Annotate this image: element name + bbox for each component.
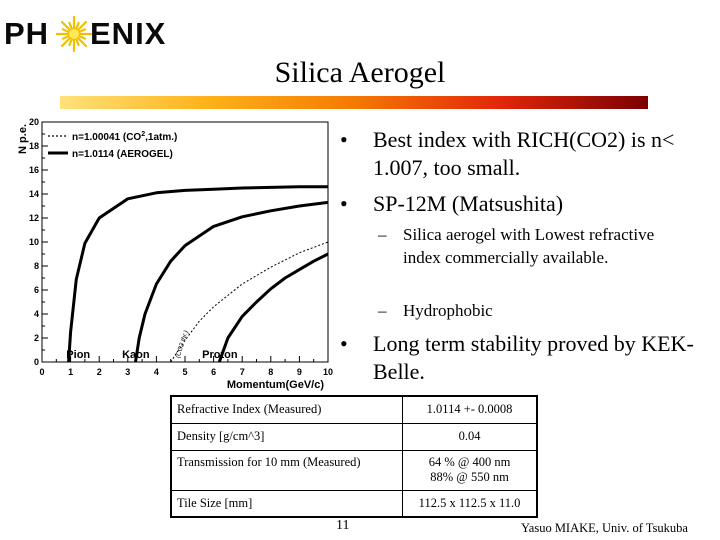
table-label-cell: Tile Size [mm] — [170, 489, 404, 518]
x-tick-label: 6 — [211, 367, 216, 377]
bullet-mark: • — [340, 191, 348, 216]
footer-author: Yasuo MIAKE, Univ. of Tsukuba — [521, 521, 688, 535]
transmission-value-1: 64 % @ 400 nm — [428, 455, 511, 469]
sun-ray — [68, 38, 73, 47]
y-tick-label: 10 — [29, 237, 39, 247]
x-tick-label: 2 — [97, 367, 102, 377]
logo-text-right: ENIX — [90, 16, 167, 51]
sun-ray — [61, 28, 70, 33]
y-tick-label: 0 — [34, 357, 39, 367]
sun-ray — [75, 38, 80, 47]
sun-ray — [60, 37, 71, 48]
sub-bullet-mark: – — [378, 301, 387, 320]
table-label-cell: Refractive Index (Measured) — [170, 395, 404, 424]
transmission-value-2: 88% @ 550 nm — [430, 470, 509, 484]
x-tick-label: 4 — [154, 367, 159, 377]
x-tick-label: 5 — [182, 367, 187, 377]
table-row: Density [g/cm^3] 0.04 — [170, 422, 538, 451]
y-tick-label: 20 — [29, 117, 39, 127]
sub-bullet-mark: – — [378, 225, 387, 244]
table-value-cell: 64 % @ 400 nm 88% @ 550 nm — [402, 449, 538, 491]
legend-label: n=1.0114 (AEROGEL) — [72, 149, 173, 160]
x-tick-label: 10 — [323, 367, 333, 377]
particle-label: Proton — [202, 349, 238, 361]
sun-ray — [75, 21, 80, 30]
y-tick-label: 6 — [34, 285, 39, 295]
sun-ray — [77, 37, 88, 48]
legend-label: n=1.00041 (CO2,1atm.) — [72, 131, 177, 143]
series-line — [170, 241, 329, 363]
bullet-text: Best index with RICH(CO2) is n< 1.007, t… — [373, 127, 675, 180]
aerogel-properties-table: Refractive Index (Measured) 1.0114 +- 0.… — [170, 395, 538, 518]
bullet-mark: • — [340, 331, 348, 356]
x-axis-title: Momentum(GeV/c) — [227, 379, 325, 391]
slide-title: Silica Aerogel — [274, 56, 446, 89]
particle-label: Pion — [66, 349, 90, 361]
logo-text-left: PH — [4, 16, 50, 51]
sub-bullet-text: Hydrophobic — [403, 301, 493, 320]
sun-core — [68, 28, 80, 40]
table-label-cell: Transmission for 10 mm (Measured) — [170, 449, 404, 491]
particle-label: Kaon — [122, 349, 150, 361]
series-line — [67, 185, 328, 363]
table-row: Tile Size [mm] 112.5 x 112.5 x 11.0 — [170, 489, 538, 518]
bullet-text: SP-12M (Matsushita) — [373, 191, 564, 216]
sub-bullet-text: Silica aerogel with Lowest refractive in… — [403, 225, 655, 267]
x-tick-label: 7 — [240, 367, 245, 377]
table-label-cell: Density [g/cm^3] — [170, 422, 404, 451]
x-tick-label: 0 — [39, 367, 44, 377]
npe-vs-momentum-chart: 0 1 2 3 4 5 6 7 8 9 1002468101214161820Momentum(Ge… — [17, 117, 333, 391]
bullet-text: Long term stability proved by KEK-Belle. — [373, 331, 694, 384]
sun-ray — [78, 35, 87, 40]
x-tick-label: 9 — [297, 367, 302, 377]
sun-ray — [60, 20, 71, 31]
bullet-mark: • — [340, 127, 348, 152]
x-tick-label: 3 — [125, 367, 130, 377]
sunburst-icon — [56, 16, 92, 52]
table-row: Refractive Index (Measured) 1.0114 +- 0.… — [170, 395, 538, 424]
table-value-cell: 1.0114 +- 0.0008 — [402, 395, 538, 424]
y-tick-label: 18 — [29, 141, 39, 151]
co2-annotation: (CO2 thr.) — [175, 330, 191, 359]
series-line — [217, 252, 329, 363]
x-tick-label: 8 — [268, 367, 273, 377]
y-tick-label: 4 — [34, 309, 39, 319]
title-gradient-bar — [60, 96, 648, 109]
table-row: Transmission for 10 mm (Measured) 64 % @… — [170, 449, 538, 491]
series-line — [134, 200, 329, 363]
y-axis-title: N p.e. — [17, 124, 29, 154]
table-value-cell: 0.04 — [402, 422, 538, 451]
sun-ray — [77, 20, 88, 31]
y-tick-label: 2 — [34, 333, 39, 343]
y-tick-label: 16 — [29, 165, 39, 175]
y-tick-label: 12 — [29, 213, 39, 223]
table-value-cell: 112.5 x 112.5 x 11.0 — [402, 489, 538, 518]
y-tick-label: 8 — [34, 261, 39, 271]
sun-ray — [68, 21, 73, 30]
phenix-logo: PH ENIX — [4, 14, 165, 54]
x-tick-label: 1 — [68, 367, 73, 377]
sun-ray — [78, 28, 87, 33]
page-number: 11 — [336, 518, 350, 533]
sun-ray — [61, 35, 70, 40]
y-tick-label: 14 — [29, 189, 39, 199]
